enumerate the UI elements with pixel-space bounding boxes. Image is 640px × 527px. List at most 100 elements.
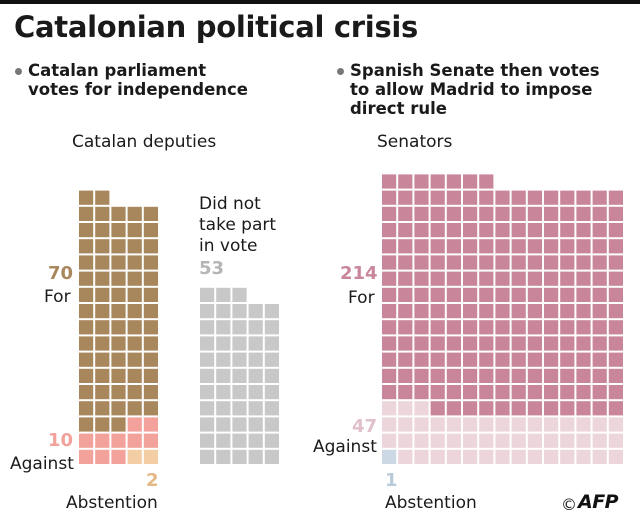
senators-for-cell (511, 368, 526, 383)
senators-for-cell (544, 385, 559, 400)
deputies-for-cell (111, 336, 126, 351)
senators-for-cell (479, 336, 494, 351)
deputies-absent-cell (232, 320, 247, 335)
deputies-absent-cell (200, 304, 215, 319)
senators-for-cell (527, 304, 542, 319)
senators-against-cell (608, 433, 623, 448)
deputies-for-cell (79, 206, 94, 221)
senators-against-cell (479, 417, 494, 432)
senators-for-cell (398, 206, 413, 221)
deputies-for-cell (95, 304, 110, 319)
deputies-absent-label: Did not take part in vote (199, 194, 276, 257)
afp-logo: AFP (578, 491, 619, 513)
senators-for-cell (495, 352, 510, 367)
deputies-for-cell (95, 287, 110, 302)
deputies-for-cell (95, 223, 110, 238)
deputies-for-cell (143, 385, 158, 400)
senators-for-cell (511, 320, 526, 335)
deputies-against-cell (127, 417, 142, 432)
senators-for-cell (560, 255, 575, 270)
senators-for-cell (544, 352, 559, 367)
left-heading-line-1: Catalan parliament (28, 61, 207, 80)
senators-for-cell (544, 190, 559, 205)
deputies-for-cell (143, 255, 158, 270)
deputies-for-cell (79, 417, 94, 432)
deputies-absent-cell (216, 336, 231, 351)
senators-for-cell (463, 206, 478, 221)
senators-for-cell (495, 368, 510, 383)
deputies-absent-cell (264, 304, 279, 319)
deputies-absent-cell (232, 352, 247, 367)
senators-for-cell (495, 223, 510, 238)
senators-for-cell (382, 255, 397, 270)
right-bullet-icon (337, 68, 344, 75)
deputies-absent-cell (232, 304, 247, 319)
senators-for-cell (382, 385, 397, 400)
senators-for-cell (608, 336, 623, 351)
senators-against-value: 47 (352, 416, 378, 437)
left-bullet-icon (15, 68, 22, 75)
senators-for-cell (414, 304, 429, 319)
deputies-for-cell (79, 401, 94, 416)
senators-for-cell (576, 190, 591, 205)
senators-for-cell (527, 239, 542, 254)
senators-for-cell (463, 385, 478, 400)
deputies-for-cell (95, 401, 110, 416)
senators-against-cell (544, 449, 559, 464)
deputies-absent-cell (232, 401, 247, 416)
deputies-against-cell (79, 433, 94, 448)
senators-for-cell (511, 304, 526, 319)
senators-abstention-value: 1 (385, 470, 398, 491)
senators-for-cell (463, 174, 478, 189)
senators-for-cell (608, 223, 623, 238)
senators-for-cell (430, 368, 445, 383)
deputies-for-cell (127, 255, 142, 270)
senators-for-cell (463, 336, 478, 351)
deputies-for-cell (111, 223, 126, 238)
deputies-absent-cell (232, 368, 247, 383)
senators-for-cell (398, 190, 413, 205)
deputies-absent-cell (200, 320, 215, 335)
senators-chart-title: Senators (377, 132, 453, 152)
senators-for-cell (479, 255, 494, 270)
deputies-for-cell (111, 352, 126, 367)
deputies-for-cell (127, 223, 142, 238)
senators-for-cell (463, 320, 478, 335)
senators-for-cell (463, 352, 478, 367)
deputies-for-cell (143, 304, 158, 319)
senators-for-cell (398, 304, 413, 319)
deputies-absent-cell (216, 449, 231, 464)
senators-against-cell (430, 433, 445, 448)
senators-for-cell (446, 190, 461, 205)
senators-for-cell (446, 304, 461, 319)
deputies-for-cell (79, 223, 94, 238)
deputies-for-cell (79, 271, 94, 286)
senators-for-cell (592, 287, 607, 302)
senators-for-cell (382, 239, 397, 254)
senators-for-cell (560, 336, 575, 351)
deputies-for-cell (79, 304, 94, 319)
deputies-for-cell (111, 287, 126, 302)
senators-for-cell (479, 271, 494, 286)
deputies-for-cell (79, 287, 94, 302)
deputies-for-cell (111, 320, 126, 335)
senators-against-cell (479, 449, 494, 464)
senators-for-cell (511, 223, 526, 238)
senators-for-cell (382, 287, 397, 302)
senators-for-cell (608, 385, 623, 400)
senators-for-cell (398, 368, 413, 383)
deputies-for-cell (79, 385, 94, 400)
senators-against-cell (430, 449, 445, 464)
senators-for-cell (592, 401, 607, 416)
senators-against-cell (592, 433, 607, 448)
senators-against-cell (479, 433, 494, 448)
senators-for-cell (398, 223, 413, 238)
deputies-absent-cell (200, 287, 215, 302)
senators-for-cell (576, 206, 591, 221)
senators-for-cell (479, 287, 494, 302)
senators-for-cell (592, 320, 607, 335)
deputies-for-cell (95, 336, 110, 351)
deputies-for-cell (111, 271, 126, 286)
senators-for-cell (382, 271, 397, 286)
senators-for-cell (592, 255, 607, 270)
